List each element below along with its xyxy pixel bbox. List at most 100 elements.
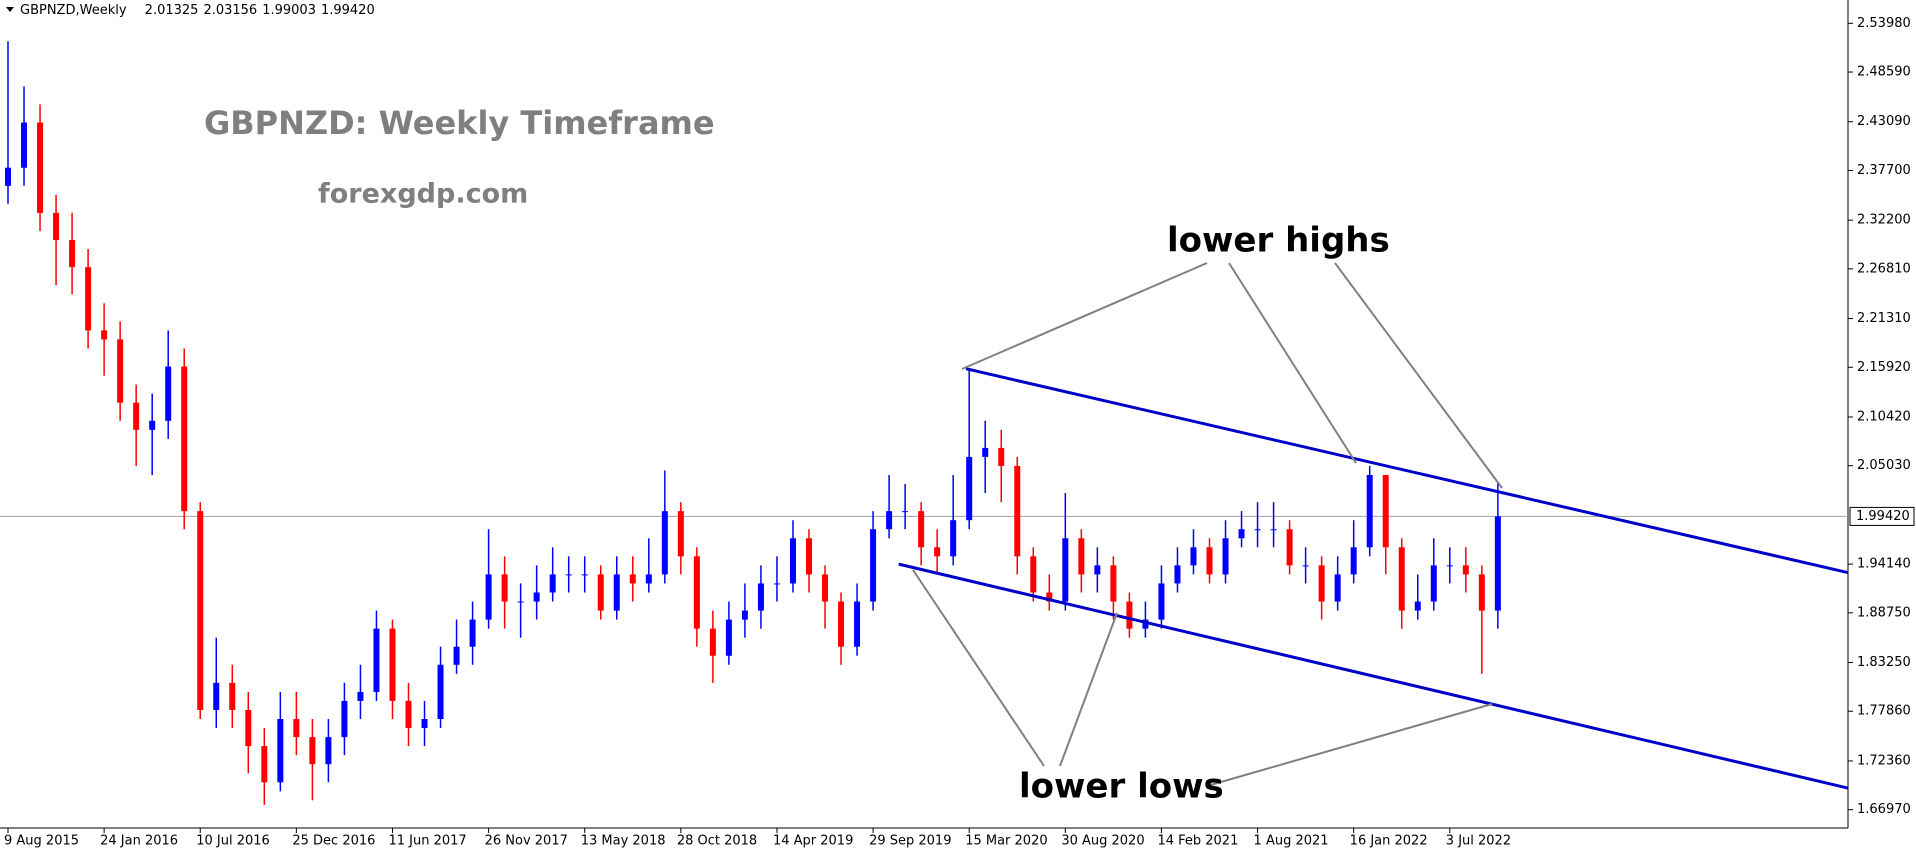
candle-body <box>1094 565 1101 575</box>
candle-body <box>838 601 845 647</box>
x-tick-label: 16 Jan 2022 <box>1350 834 1428 849</box>
candle-body <box>1206 547 1213 575</box>
y-tick-label: 2.48590 <box>1857 65 1911 80</box>
candle-body <box>1190 547 1197 566</box>
y-tick-label: 2.32200 <box>1857 213 1911 228</box>
x-tick-label: 10 Jul 2016 <box>196 834 270 849</box>
candle-body <box>934 547 941 557</box>
candle-body <box>822 574 829 602</box>
candle-body <box>501 574 508 602</box>
candle-body <box>1126 601 1133 629</box>
candle-body <box>485 574 492 620</box>
pointer <box>1059 612 1118 767</box>
candle-body <box>757 583 764 611</box>
candle-body <box>1430 565 1437 602</box>
y-tick-label: 1.72360 <box>1857 753 1911 768</box>
y-tick-label: 2.53980 <box>1857 16 1911 31</box>
channel-line <box>898 562 1848 790</box>
candle-body <box>421 719 428 729</box>
candle-body <box>437 664 444 720</box>
chart-title: GBPNZD: Weekly Timeframe <box>204 104 715 142</box>
header-value: 2.01325 <box>145 3 199 18</box>
candle-body <box>613 574 620 611</box>
candle-body <box>389 628 396 701</box>
candle-body <box>870 529 877 602</box>
y-tick-label: 2.15920 <box>1857 360 1911 375</box>
pointer <box>912 569 1045 767</box>
candle-body <box>998 447 1005 466</box>
candle-body <box>101 330 108 340</box>
candle-body <box>902 511 909 513</box>
x-tick-label: 29 Sep 2019 <box>869 834 951 849</box>
candle-body <box>741 610 748 620</box>
candle-body <box>1398 547 1405 611</box>
candle-body <box>53 212 60 241</box>
candle-body <box>1110 565 1117 602</box>
candle-body <box>773 583 780 585</box>
y-tick-label: 2.05030 <box>1857 458 1911 473</box>
y-tick-label: 2.43090 <box>1857 114 1911 129</box>
candle-body <box>1302 565 1309 567</box>
candle-body <box>309 737 316 765</box>
candle-body <box>1062 538 1069 602</box>
y-tick-label: 1.77860 <box>1857 704 1911 719</box>
x-tick-label: 14 Feb 2021 <box>1157 834 1238 849</box>
candle-body <box>1318 565 1325 602</box>
candle-body <box>229 682 236 710</box>
header-value: 2.03156 <box>203 3 257 18</box>
candle-body <box>597 574 604 611</box>
symbol: GBPNZD,Weekly <box>20 3 127 18</box>
header-value: 1.99420 <box>321 3 375 18</box>
candle-body <box>181 366 188 512</box>
y-tick-label: 2.21310 <box>1857 311 1911 326</box>
candle-body <box>1270 529 1277 531</box>
candle-body <box>1446 565 1453 567</box>
pointer <box>961 262 1208 370</box>
candle-body <box>197 511 204 710</box>
candle-body <box>549 574 556 593</box>
candle-body <box>1222 538 1229 575</box>
candle-body <box>677 511 684 557</box>
x-tick-label: 9 Aug 2015 <box>4 834 79 849</box>
candle-body <box>117 339 124 403</box>
candle-body <box>149 420 156 430</box>
candle-body <box>165 366 172 421</box>
candle-body <box>37 122 44 213</box>
candle-body <box>661 511 668 575</box>
chart-subtitle: forexgdp.com <box>318 179 528 210</box>
candle-body <box>1142 619 1149 629</box>
channel-line <box>965 367 1848 575</box>
candle-body <box>1254 529 1261 531</box>
candle-body <box>469 619 476 647</box>
candle-body <box>565 574 572 576</box>
candle-body <box>1286 529 1293 566</box>
candle-body <box>405 700 412 729</box>
x-tick-label: 14 Apr 2019 <box>773 834 853 849</box>
candle-body <box>261 746 268 783</box>
candle-body <box>1462 565 1469 575</box>
candle-body <box>133 402 140 430</box>
x-tick-label: 30 Aug 2020 <box>1061 834 1144 849</box>
plot-area <box>0 41 1848 805</box>
candle-body <box>69 240 76 268</box>
candle-body <box>245 709 252 747</box>
candle-body <box>886 511 893 530</box>
y-tick-label: 1.83250 <box>1857 655 1911 670</box>
y-tick-label: 2.26810 <box>1857 261 1911 276</box>
pointer <box>1206 703 1493 787</box>
candle-body <box>950 520 957 557</box>
candle-body <box>854 601 861 647</box>
candle-body <box>533 592 540 602</box>
x-tick-label: 24 Jan 2016 <box>100 834 178 849</box>
candle-body <box>293 719 300 738</box>
candle-body <box>693 556 700 629</box>
candle-body <box>1158 583 1165 620</box>
candle-body <box>325 737 332 765</box>
candle-body <box>1078 538 1085 575</box>
x-tick-label: 25 Dec 2016 <box>292 834 375 849</box>
candle-body <box>373 628 380 692</box>
last-price-label: 1.99420 <box>1856 509 1910 524</box>
annotation: lower highs <box>1167 221 1390 261</box>
candle-body <box>1174 565 1181 584</box>
